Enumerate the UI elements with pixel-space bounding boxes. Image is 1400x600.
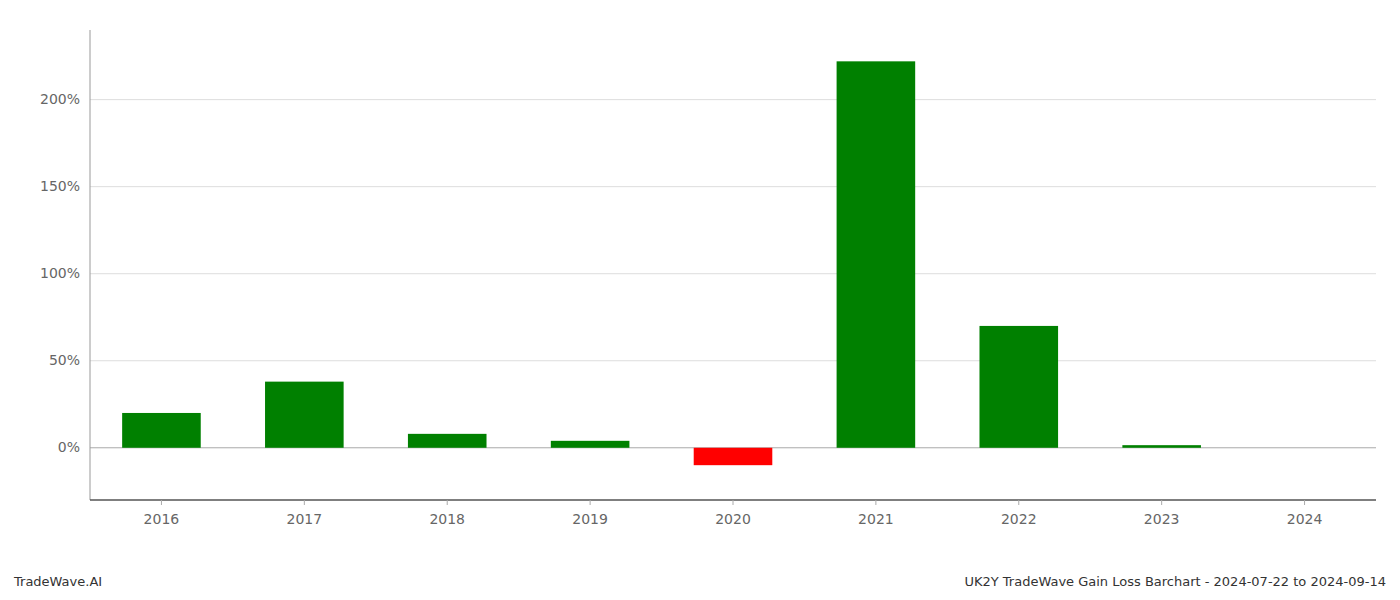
footer-left: TradeWave.AI bbox=[13, 574, 102, 589]
y-tick-label: 0% bbox=[58, 439, 80, 455]
x-tick bbox=[733, 500, 734, 505]
x-tick bbox=[1018, 500, 1019, 505]
footer-right: UK2Y TradeWave Gain Loss Barchart - 2024… bbox=[964, 574, 1386, 589]
bar bbox=[1122, 445, 1201, 448]
grid bbox=[90, 100, 1376, 448]
bar bbox=[694, 448, 773, 465]
x-tick bbox=[875, 500, 876, 505]
bar bbox=[265, 382, 344, 448]
bar bbox=[837, 61, 916, 447]
x-tick-label: 2020 bbox=[715, 511, 751, 527]
bar bbox=[551, 441, 630, 448]
x-tick bbox=[161, 500, 162, 505]
x-tick-label: 2024 bbox=[1287, 511, 1323, 527]
x-tick-label: 2021 bbox=[858, 511, 894, 527]
chart: 0% 50% 100% 150% 200% 2016 2017 2018 2019 2020 202… bbox=[0, 0, 1400, 600]
bar bbox=[408, 434, 487, 448]
x-tick-label: 2017 bbox=[287, 511, 323, 527]
grid-line bbox=[90, 186, 1376, 187]
x-tick bbox=[304, 500, 305, 505]
bar bbox=[979, 326, 1058, 448]
x-tick bbox=[1161, 500, 1162, 505]
grid-line bbox=[90, 99, 1376, 100]
y-tick-label: 200% bbox=[40, 91, 80, 107]
x-tick bbox=[590, 500, 591, 505]
grid-line bbox=[90, 273, 1376, 274]
y-tick-label: 50% bbox=[49, 352, 80, 368]
bar bbox=[122, 413, 201, 448]
grid-line bbox=[90, 360, 1376, 361]
bar bbox=[1265, 447, 1344, 448]
x-tick-label: 2023 bbox=[1144, 511, 1180, 527]
x-tick-label: 2022 bbox=[1001, 511, 1037, 527]
x-tick-label: 2018 bbox=[429, 511, 465, 527]
page: {"chart_data": {"type": "bar", "categori… bbox=[0, 0, 1400, 600]
x-tick bbox=[447, 500, 448, 505]
x-tick bbox=[1304, 500, 1305, 505]
y-tick-label: 150% bbox=[40, 178, 80, 194]
y-tick-label: 100% bbox=[40, 265, 80, 281]
bars bbox=[122, 61, 1201, 465]
y-axis-line bbox=[90, 30, 91, 500]
x-tick-label: 2016 bbox=[144, 511, 180, 527]
x-tick-label: 2019 bbox=[572, 511, 608, 527]
